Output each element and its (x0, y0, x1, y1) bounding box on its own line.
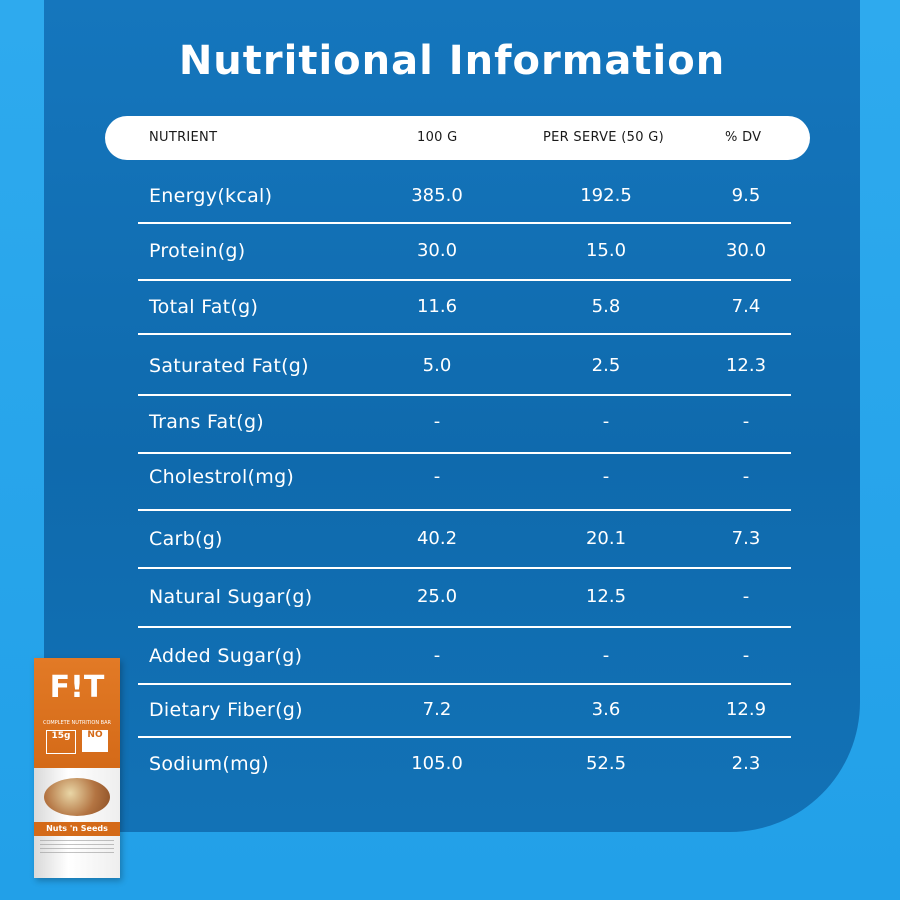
row-divider (138, 279, 791, 281)
value-dv: 12.9 (725, 699, 767, 720)
value-dv: - (742, 645, 750, 666)
value-dv: 7.4 (731, 296, 761, 317)
value-per-100g: 5.0 (422, 355, 452, 376)
nutrient-name: Saturated Fat(g) (149, 355, 309, 377)
value-per-serve: 192.5 (580, 185, 632, 206)
table-row: Trans Fat(g) - - - (138, 411, 791, 454)
page-title: Nutritional Information (178, 38, 726, 84)
value-per-100g: 11.6 (416, 296, 458, 317)
row-divider (138, 333, 791, 335)
value-per-100g: - (433, 411, 441, 432)
nutrient-name: Protein(g) (149, 240, 246, 262)
table-row: Natural Sugar(g) 25.0 12.5 - (138, 586, 791, 628)
nutrient-name: Total Fat(g) (149, 296, 259, 318)
value-dv: - (742, 411, 750, 432)
pack-flavor-label: Nuts 'n Seeds (34, 822, 120, 836)
table-row: Dietary Fiber(g) 7.2 3.6 12.9 (138, 699, 791, 738)
row-divider (138, 452, 791, 454)
product-pack: F!T COMPLETE NUTRITION BAR 15g NO Nuts '… (34, 658, 120, 878)
row-divider (138, 626, 791, 628)
header-nutrient: NUTRIENT (149, 130, 218, 145)
value-per-100g: 25.0 (416, 586, 458, 607)
value-per-serve: - (602, 411, 610, 432)
value-per-serve: 2.5 (591, 355, 621, 376)
nutrient-name: Added Sugar(g) (149, 645, 303, 667)
table-row: Cholestrol(mg) - - - (138, 466, 791, 511)
nutrient-name: Natural Sugar(g) (149, 586, 313, 608)
table-row: Protein(g) 30.0 15.0 30.0 (138, 240, 791, 281)
nutrient-name: Energy(kcal) (149, 185, 273, 207)
pack-tagline: COMPLETE NUTRITION BAR (42, 720, 112, 726)
table-row: Sodium(mg) 105.0 52.5 2.3 (138, 753, 791, 777)
value-dv: 9.5 (731, 185, 761, 206)
table-row: Saturated Fat(g) 5.0 2.5 12.3 (138, 355, 791, 396)
value-per-100g: 30.0 (416, 240, 458, 261)
nutrient-name: Dietary Fiber(g) (149, 699, 303, 721)
row-divider (138, 222, 791, 224)
value-per-100g: - (433, 645, 441, 666)
value-dv: 12.3 (725, 355, 767, 376)
value-per-serve: 5.8 (591, 296, 621, 317)
value-per-serve: 20.1 (585, 528, 627, 549)
pack-fine-print (40, 840, 114, 856)
value-dv: - (742, 586, 750, 607)
header-per-serve: PER SERVE (50 G) (543, 130, 664, 145)
value-per-100g: 105.0 (411, 753, 463, 774)
value-per-serve: - (602, 645, 610, 666)
value-per-100g: 385.0 (411, 185, 463, 206)
value-per-serve: 3.6 (591, 699, 621, 720)
value-per-serve: 15.0 (585, 240, 627, 261)
row-divider (138, 509, 791, 511)
pack-brand-logo: F!T (49, 670, 105, 705)
table-header: NUTRIENT 100 G PER SERVE (50 G) % DV (105, 116, 810, 160)
value-dv: - (742, 466, 750, 487)
nutrient-name: Sodium(mg) (149, 753, 269, 775)
nutrient-name: Cholestrol(mg) (149, 466, 295, 488)
pack-protein-badge: 15g (46, 730, 76, 754)
value-per-100g: 7.2 (422, 699, 452, 720)
value-per-serve: 52.5 (585, 753, 627, 774)
value-per-100g: - (433, 466, 441, 487)
header-dv: % DV (725, 130, 762, 145)
row-divider (138, 394, 791, 396)
table-row: Carb(g) 40.2 20.1 7.3 (138, 528, 791, 569)
value-per-serve: - (602, 466, 610, 487)
row-divider (138, 736, 791, 738)
value-per-100g: 40.2 (416, 528, 458, 549)
value-dv: 7.3 (731, 528, 761, 549)
row-divider (138, 567, 791, 569)
pack-sugar-badge: NO (82, 730, 108, 752)
value-per-serve: 12.5 (585, 586, 627, 607)
table-row: Added Sugar(g) - - - (138, 645, 791, 685)
pack-food-image (44, 778, 110, 816)
value-dv: 30.0 (725, 240, 767, 261)
nutrient-name: Carb(g) (149, 528, 223, 550)
row-divider (138, 683, 791, 685)
value-dv: 2.3 (731, 753, 761, 774)
table-row: Total Fat(g) 11.6 5.8 7.4 (138, 296, 791, 335)
table-row: Energy(kcal) 385.0 192.5 9.5 (138, 185, 791, 224)
nutrient-name: Trans Fat(g) (149, 411, 265, 433)
header-per-100g: 100 G (417, 130, 458, 145)
